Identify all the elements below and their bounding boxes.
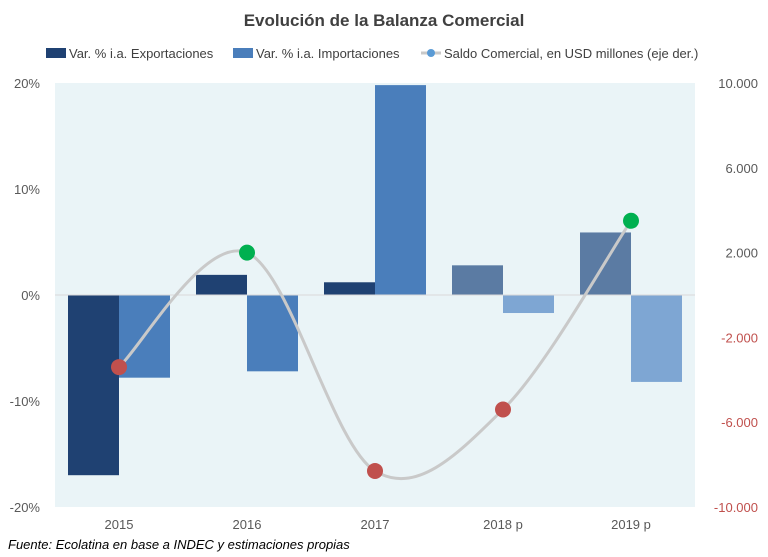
legend-swatch-exportaciones [46,48,66,58]
x-axis-tick-label: 2016 [233,517,262,532]
left-axis-tick-label: 0% [21,288,40,303]
left-axis-tick-label: -20% [10,500,41,515]
left-axis-tick-label: 20% [14,76,40,91]
bar-exportaciones [452,265,503,295]
saldo-marker [495,401,511,418]
legend: Var. % i.a. Exportaciones Var. % i.a. Im… [46,46,698,61]
x-axis-tick-label: 2018 p [483,517,523,532]
bar-importaciones [247,295,298,372]
legend-label-importaciones: Var. % i.a. Importaciones [256,46,400,61]
bar-importaciones [631,295,682,382]
left-axis-tick-label: 10% [14,182,40,197]
saldo-marker [239,244,255,261]
saldo-marker [623,212,639,229]
right-axis-tick-label: 2.000 [725,246,758,261]
legend-label-saldo: Saldo Comercial, en USD millones (eje de… [444,46,698,61]
bar-importaciones [503,295,554,314]
bar-importaciones [375,85,426,296]
saldo-marker [111,359,127,376]
legend-swatch-importaciones [233,48,253,58]
bar-exportaciones [324,282,375,295]
source-note: Fuente: Ecolatina en base a INDEC y esti… [8,537,350,552]
saldo-marker [367,462,383,479]
right-axis-tick-label: -10.000 [714,500,758,515]
chart-title: Evolución de la Balanza Comercial [244,11,525,30]
x-axis-tick-label: 2015 [105,517,134,532]
right-axis-tick-label: 10.000 [718,76,758,91]
legend-marker-saldo [427,49,435,57]
x-axis-tick-label: 2019 p [611,517,651,532]
right-axis-tick-label: 6.000 [725,161,758,176]
left-axis-tick-label: -10% [10,394,41,409]
x-axis-tick-label: 2017 [361,517,390,532]
bar-exportaciones [68,295,119,476]
right-axis-tick-label: -6.000 [721,415,758,430]
legend-label-exportaciones: Var. % i.a. Exportaciones [69,46,214,61]
bar-exportaciones [196,274,247,295]
right-axis-tick-label: -2.000 [721,330,758,345]
